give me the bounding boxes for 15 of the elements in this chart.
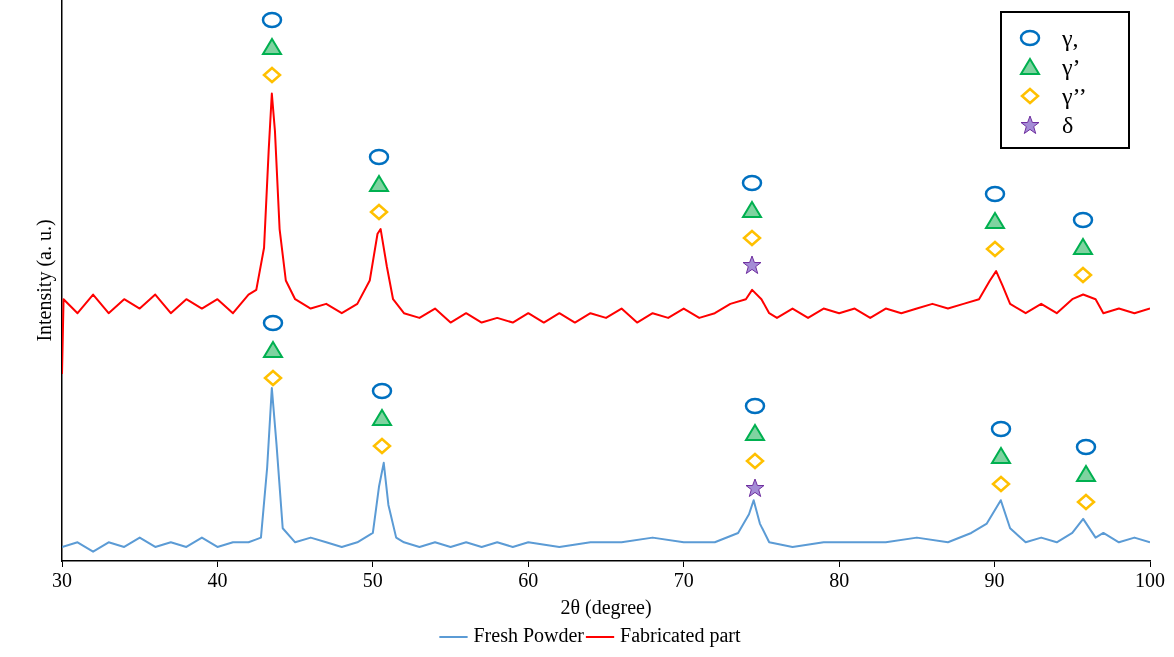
x-tick-label: 30: [52, 569, 72, 592]
legend-label: Fabricated part: [620, 624, 741, 648]
x-tick-label: 40: [207, 569, 228, 592]
x-tick-label: 60: [518, 569, 539, 592]
x-axis-title: 2θ (degree): [560, 596, 652, 620]
x-tick-label: 80: [829, 569, 850, 592]
annotation: δ: [1062, 112, 1074, 138]
annotation: γ’’: [1062, 83, 1087, 109]
phase-key: γ, γ’ γ’’ δ: [1000, 11, 1130, 149]
x-tick-label: 90: [984, 569, 1005, 592]
x-tick-label: 70: [673, 569, 694, 592]
x-tick-label: 100: [1135, 569, 1165, 592]
x-tick-label: 50: [362, 569, 383, 592]
y-axis-title: Intensity (a. u.): [33, 219, 57, 342]
legend-label: Fresh Powder: [473, 624, 585, 647]
